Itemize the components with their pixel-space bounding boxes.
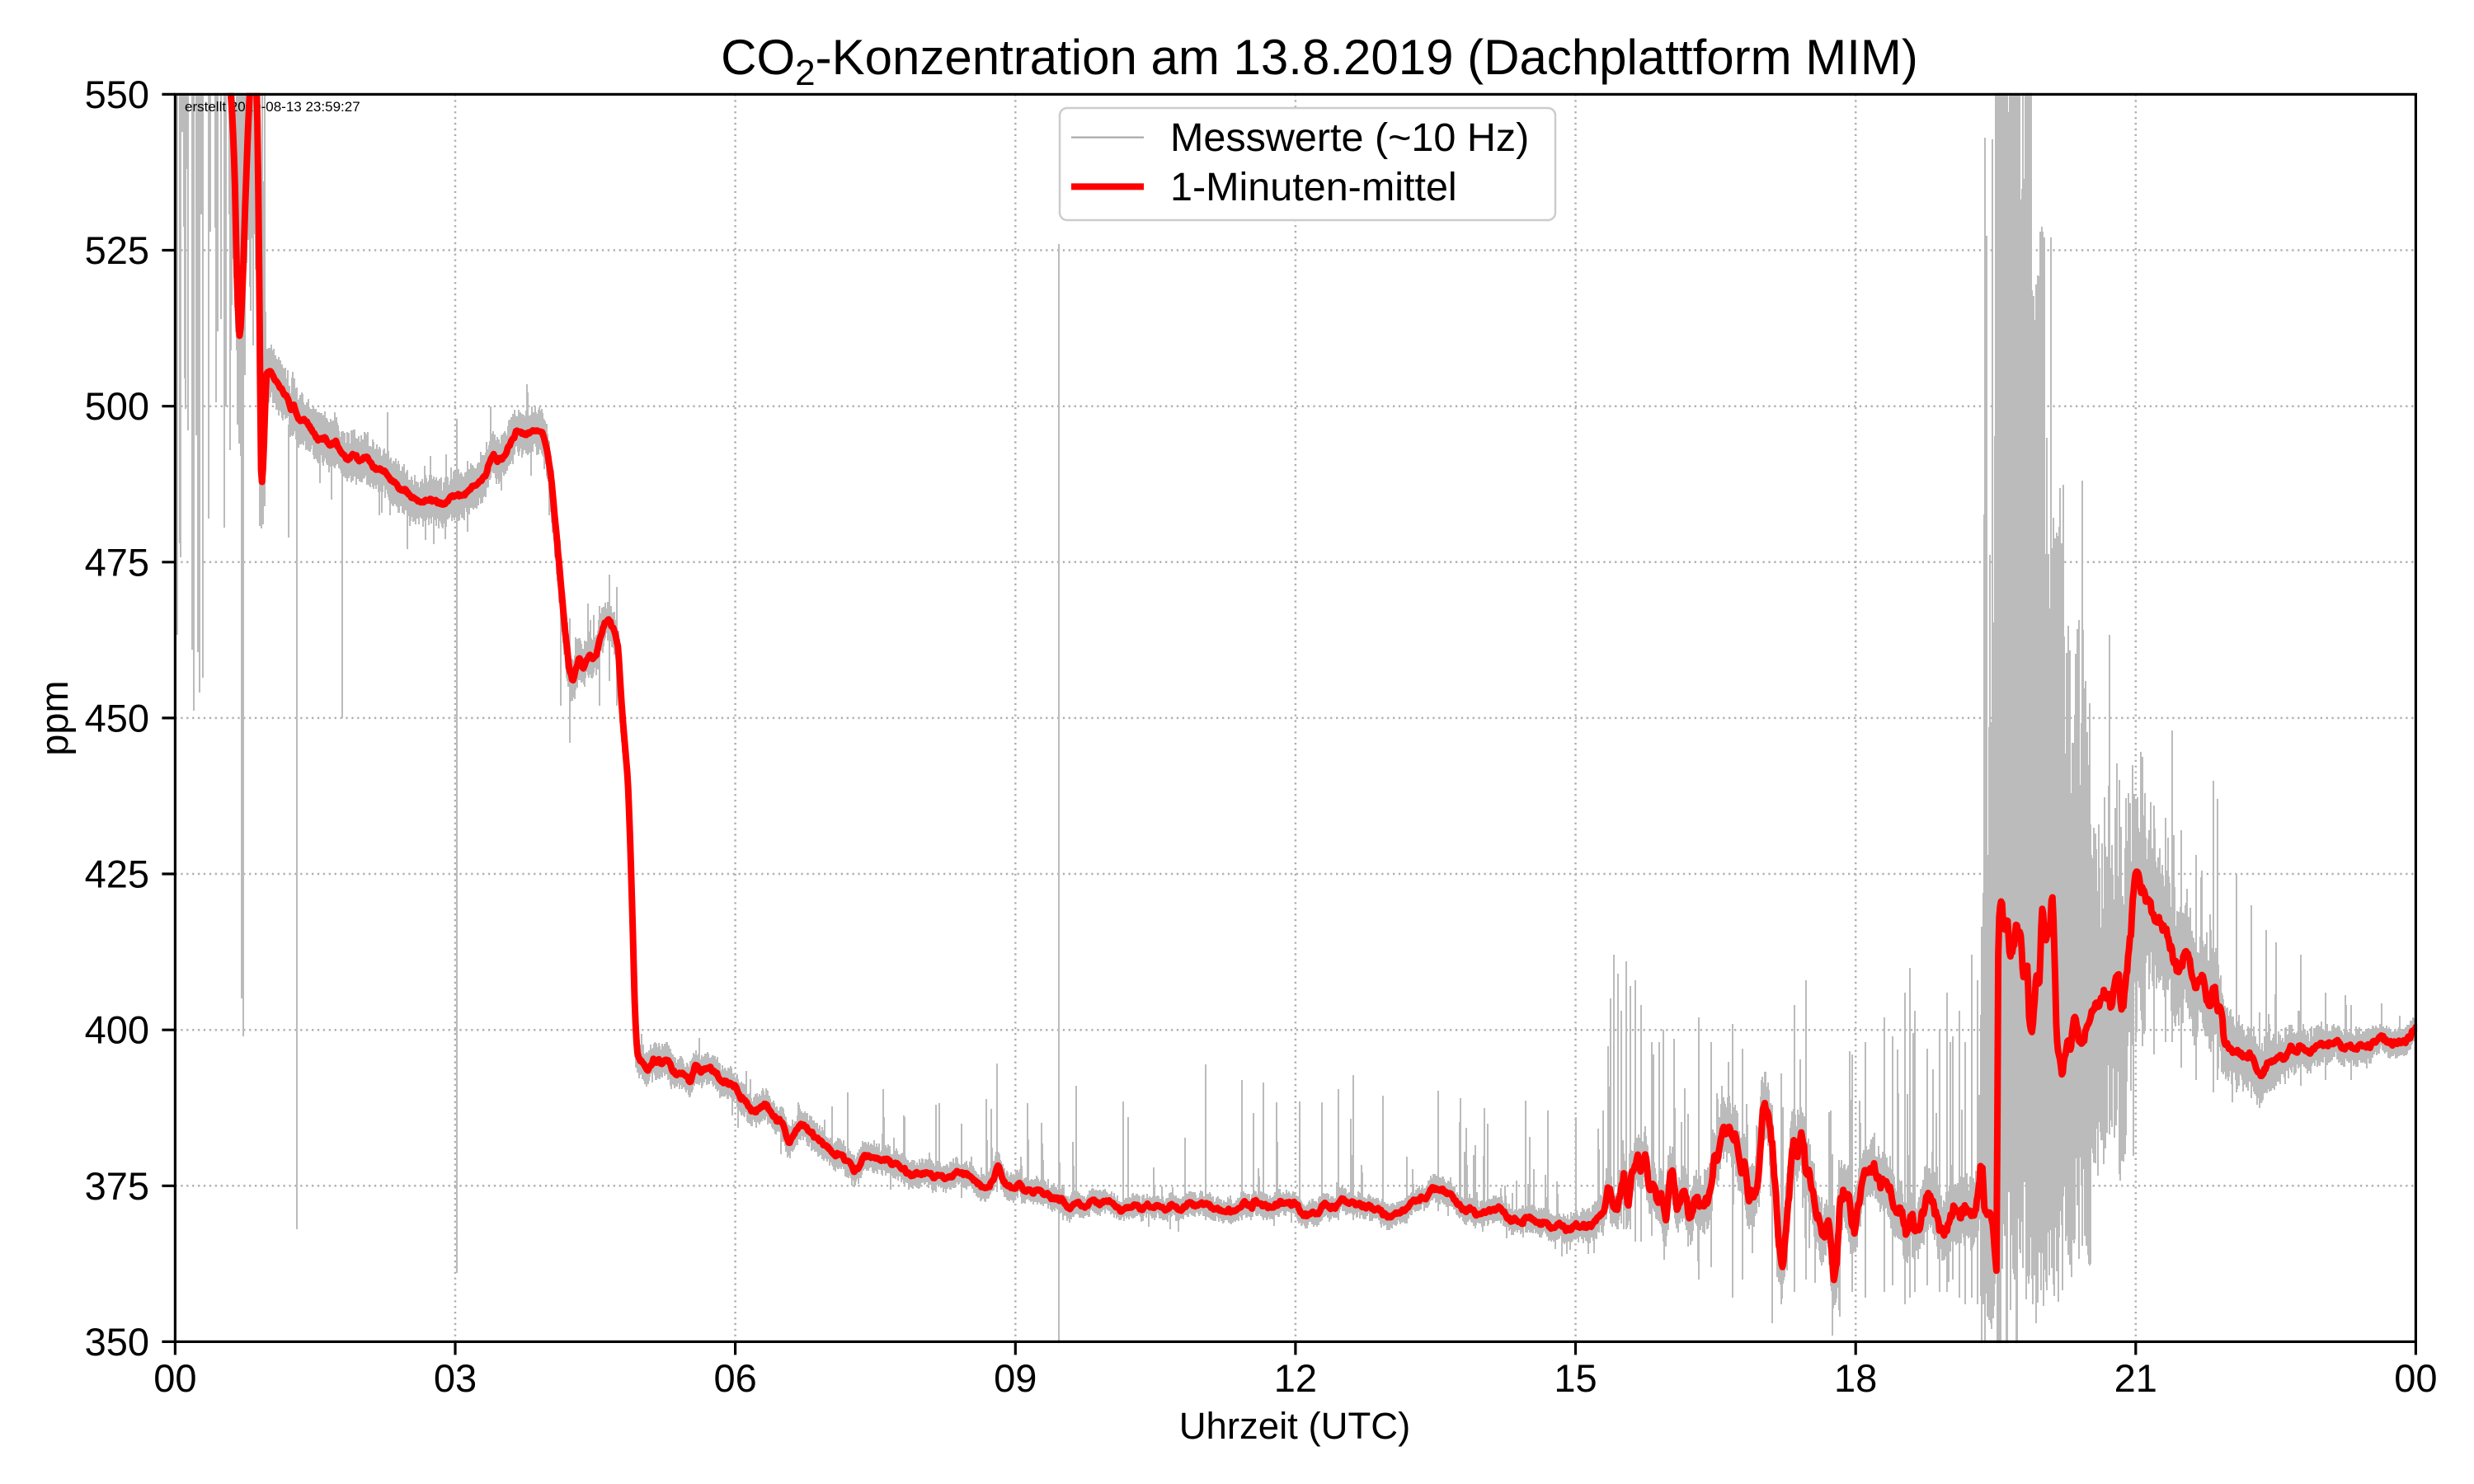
svg-text:erstellt 2019-08-13 23:59:27: erstellt 2019-08-13 23:59:27 [185,99,360,115]
svg-text:Messwerte (~10 Hz): Messwerte (~10 Hz) [1170,115,1529,160]
svg-text:500: 500 [85,384,149,428]
svg-text:09: 09 [994,1356,1037,1400]
svg-text:00: 00 [2394,1356,2437,1400]
svg-text:1-Minuten-mittel: 1-Minuten-mittel [1170,165,1457,209]
svg-text:525: 525 [85,228,149,272]
svg-text:06: 06 [713,1356,756,1400]
svg-text:00: 00 [153,1356,196,1400]
svg-text:ppm: ppm [32,680,76,755]
svg-text:375: 375 [85,1164,149,1208]
svg-text:350: 350 [85,1320,149,1364]
svg-text:Uhrzeit (UTC): Uhrzeit (UTC) [1179,1405,1411,1447]
svg-text:21: 21 [2114,1356,2157,1400]
svg-text:450: 450 [85,696,149,740]
svg-text:03: 03 [434,1356,477,1400]
svg-text:12: 12 [1274,1356,1317,1400]
svg-text:425: 425 [85,852,149,896]
svg-text:18: 18 [1834,1356,1877,1400]
svg-text:CO2-Konzentration am 13.8.2019: CO2-Konzentration am 13.8.2019 (Dachplat… [721,30,1918,93]
svg-text:15: 15 [1554,1356,1597,1400]
svg-text:475: 475 [85,540,149,584]
svg-text:400: 400 [85,1008,149,1052]
svg-text:550: 550 [85,73,149,116]
